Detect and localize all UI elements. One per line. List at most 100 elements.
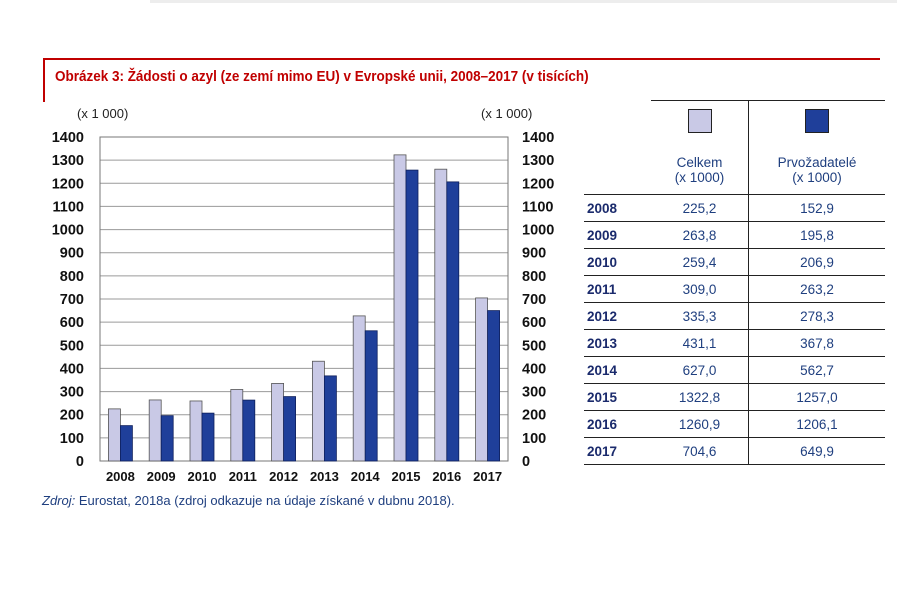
bar-prvozadatele	[160, 415, 174, 462]
bar-prvozadatele	[446, 181, 460, 462]
header-sublabel-prvozadatele: (x 1000)	[792, 170, 842, 185]
table-cell-year: 2016	[587, 416, 618, 432]
y-tick-label-left: 0	[76, 454, 84, 470]
source-note: Zdroj: Eurostat, 2018a (zdroj odkazuje n…	[42, 493, 455, 508]
x-tick-label: 2015	[392, 469, 421, 484]
table-cell-celkem: 263,8	[651, 221, 749, 249]
y-unit-right: (x 1 000)	[481, 106, 533, 121]
table-row: 2008 225,2 152,9	[584, 194, 885, 222]
y-axis-right: 0 100 200 300 400 500 600 700 800 900 1000 1100 1200…	[522, 130, 554, 470]
bar-celkem	[434, 168, 448, 462]
y-tick-label-left: 600	[60, 315, 84, 331]
bar-celkem	[393, 154, 407, 462]
table-row: 2016 1260,9 1206,1	[584, 410, 885, 438]
table-row: 2011 309,0 263,2	[584, 275, 885, 303]
y-tick-label-right: 1200	[522, 176, 554, 192]
top-divider	[150, 0, 897, 3]
bar-prvozadatele	[323, 375, 337, 462]
bar-celkem	[148, 399, 162, 462]
y-tick-label-left: 300	[60, 385, 84, 401]
y-tick-label-left: 200	[60, 408, 84, 424]
y-tick-label-right: 900	[522, 246, 546, 262]
figure-frame: Obrázek 3: Žádosti o azyl (ze zemí mimo …	[43, 58, 880, 102]
figure-title: Obrázek 3: Žádosti o azyl (ze zemí mimo …	[55, 69, 589, 85]
y-tick-label-left: 1100	[53, 199, 84, 215]
bar-celkem	[352, 315, 366, 462]
table-cell-year: 2014	[587, 362, 618, 378]
x-tick-label: 2010	[188, 469, 217, 484]
header-label-prvozadatele: Prvožadatelé	[777, 155, 857, 170]
y-axis-left: 0 100 200 300 400 500 600 700 800 900 1000 1100 1200…	[52, 130, 84, 470]
table-row: 2012 335,3 278,3	[584, 302, 885, 330]
bar-celkem	[311, 360, 325, 462]
table-header-year	[584, 101, 651, 195]
y-tick-label-right: 300	[522, 385, 546, 401]
x-tick-label: 2009	[147, 469, 176, 484]
y-tick-label-left: 400	[60, 361, 84, 377]
y-tick-label-left: 1300	[52, 153, 84, 169]
bar-celkem	[475, 297, 489, 462]
y-tick-label-left: 100	[60, 431, 84, 447]
table-cell-celkem: 704,6	[651, 437, 749, 465]
legend-swatch-prvozadatele	[805, 109, 829, 133]
bar-prvozadatele	[120, 425, 133, 462]
table-cell-celkem: 259,4	[651, 248, 749, 276]
table-cell-year: 2010	[587, 254, 618, 270]
x-tick-label: 2008	[106, 469, 135, 484]
source-text: Eurostat, 2018a (zdroj odkazuje na údaje…	[75, 493, 455, 508]
chart-bars	[108, 154, 501, 462]
bar-celkem	[230, 389, 244, 462]
y-tick-label-right: 0	[522, 454, 530, 470]
bar-prvozadatele	[405, 169, 419, 462]
bar-prvozadatele	[487, 310, 501, 462]
bar-prvozadatele	[242, 399, 256, 462]
y-tick-label-right: 1400	[522, 130, 554, 146]
table-row: 2017 704,6 649,9	[584, 437, 885, 465]
table-cell-prvozadatele: 152,9	[800, 200, 834, 216]
bar-prvozadatele	[201, 412, 215, 462]
table-header-celkem: Celkem (x 1000)	[651, 100, 749, 195]
table-cell-year: 2008	[587, 200, 618, 216]
x-axis: 2008 2009 2010 2011 2012 2013 2014 2015 2016 2017	[106, 469, 502, 484]
bar-celkem	[189, 400, 203, 462]
y-tick-label-left: 1400	[52, 130, 84, 146]
y-tick-label-right: 400	[522, 361, 546, 377]
table-cell-prvozadatele: 206,9	[800, 254, 834, 270]
y-tick-label-right: 1000	[522, 223, 554, 239]
table-cell-prvozadatele: 263,2	[800, 281, 834, 297]
y-unit-left: (x 1 000)	[77, 106, 129, 121]
table-row: 2009 263,8 195,8	[584, 221, 885, 249]
data-table: Celkem (x 1000) Prvožadatelé (x 1000) 20…	[584, 100, 885, 465]
table-cell-celkem: 627,0	[651, 356, 749, 384]
y-tick-label-right: 700	[522, 292, 546, 308]
table-row: 2014 627,0 562,7	[584, 356, 885, 384]
y-tick-label-right: 600	[522, 315, 546, 331]
y-tick-label-right: 100	[522, 431, 546, 447]
y-tick-label-left: 900	[60, 246, 84, 262]
x-tick-label: 2012	[269, 469, 298, 484]
table-cell-year: 2009	[587, 227, 618, 243]
table-header-row: Celkem (x 1000) Prvožadatelé (x 1000)	[584, 100, 885, 195]
y-tick-label-left: 700	[60, 292, 84, 308]
table-cell-celkem: 431,1	[651, 329, 749, 357]
y-tick-label-right: 500	[522, 338, 546, 354]
table-header-prvozadatele: Prvožadatelé (x 1000)	[748, 100, 885, 195]
table-cell-prvozadatele: 367,8	[800, 335, 834, 351]
table-cell-year: 2012	[587, 308, 618, 324]
bar-celkem	[108, 408, 121, 462]
plot-frame	[99, 136, 509, 462]
table-cell-prvozadatele: 1257,0	[796, 389, 838, 405]
table-cell-celkem: 225,2	[651, 194, 749, 222]
legend-swatch-celkem	[687, 109, 712, 133]
table-cell-year: 2015	[587, 389, 618, 405]
table-row: 2010 259,4 206,9	[584, 248, 885, 276]
bar-celkem	[271, 383, 285, 462]
y-tick-label-right: 200	[522, 408, 546, 424]
y-tick-label-left: 1200	[52, 176, 84, 192]
table-cell-prvozadatele: 562,7	[800, 362, 834, 378]
table-cell-year: 2011	[587, 281, 617, 297]
x-tick-label: 2013	[310, 469, 339, 484]
bar-prvozadatele	[364, 330, 378, 462]
y-tick-label-right: 1100	[522, 199, 553, 215]
